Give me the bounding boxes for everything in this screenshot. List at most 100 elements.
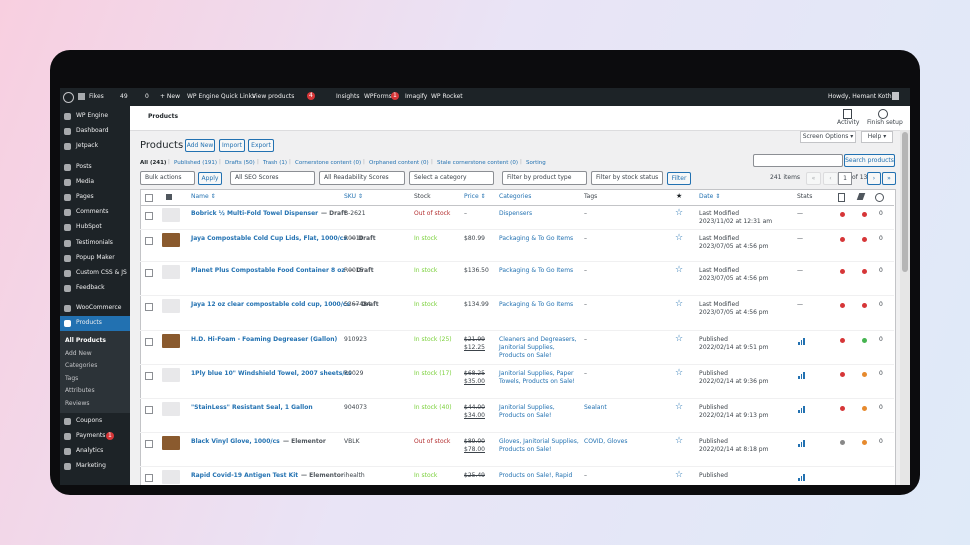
filter-button[interactable]: Filter (667, 172, 691, 185)
product-name[interactable]: Rapid Covid-19 Antigen Test Kit (191, 472, 299, 479)
menu-item[interactable]: WP Engine (76, 112, 109, 119)
featured-star[interactable]: ☆ (675, 208, 684, 218)
product-name[interactable]: Jaya Compostable Cold Cup Lids, Flat, 10… (191, 235, 347, 242)
categories[interactable]: Janitorial Supplies, Products on Sale! (499, 404, 555, 419)
column-header[interactable]: Price ⇕ (464, 193, 486, 200)
updates-count[interactable]: 49 (120, 93, 128, 100)
row-check[interactable] (145, 338, 153, 346)
menu-item[interactable]: WooCommerce (76, 304, 122, 311)
categories[interactable]: Packaging & To Go Items (499, 301, 574, 308)
row-check[interactable] (145, 440, 153, 448)
row-check[interactable] (145, 406, 153, 414)
view-link[interactable]: Sorting (526, 160, 546, 166)
featured-star[interactable]: ☆ (675, 265, 684, 275)
submenu-item[interactable]: Attributes (65, 387, 95, 394)
view-link[interactable]: Orphaned content (0) (369, 160, 429, 166)
menu-item[interactable]: Custom CSS & JS (76, 269, 127, 276)
submenu-item[interactable]: All Products (65, 337, 106, 344)
product-name[interactable]: Black Vinyl Glove, 1000/cs (191, 438, 280, 445)
menu-item[interactable]: Payments (76, 432, 106, 439)
comments-count[interactable]: 0 (145, 93, 149, 100)
view-link[interactable]: Cornerstone content (0) (295, 160, 362, 166)
greeting[interactable]: Howdy, Hemant Kothari (828, 93, 900, 100)
product-name[interactable]: "StainLess" Resistant Seal, 1 Gallon (191, 404, 313, 411)
page-prev[interactable]: ‹ (823, 172, 838, 185)
search-button[interactable]: Search products (844, 154, 895, 167)
menu-item[interactable]: Feedback (76, 284, 105, 291)
page-first[interactable]: « (806, 172, 821, 185)
featured-star[interactable]: ☆ (675, 368, 684, 378)
menu-item[interactable]: Comments (76, 208, 109, 215)
menu-item[interactable]: Marketing (76, 462, 106, 469)
wprocket-link[interactable]: WP Rocket (431, 93, 463, 100)
site-name[interactable]: Fikes (89, 93, 104, 100)
row-check[interactable] (145, 372, 153, 380)
menu-item[interactable]: Media (76, 178, 95, 185)
check-all[interactable] (145, 194, 153, 202)
finish-link[interactable]: Finish setup (867, 119, 903, 126)
featured-star[interactable]: ☆ (675, 402, 684, 412)
menu-item[interactable]: Posts (76, 163, 92, 170)
wpforms-link[interactable]: WPForms (364, 93, 392, 100)
view-link[interactable]: Drafts (50) (225, 160, 255, 166)
filter-select[interactable]: Filter by stock status (591, 171, 663, 185)
categories[interactable]: Products on Sale!, Rapid (499, 472, 573, 479)
menu-item[interactable]: Products (76, 319, 102, 326)
page-button[interactable]: Import (219, 139, 245, 152)
column-header[interactable]: Name ⇕ (191, 193, 216, 200)
menu-item[interactable]: Popup Maker (76, 254, 115, 261)
help-button[interactable]: Help ▾ (861, 131, 893, 143)
column-header[interactable]: Date ⇕ (699, 193, 721, 200)
featured-star[interactable]: ☆ (675, 233, 684, 243)
page-next[interactable]: › (867, 172, 881, 185)
row-check[interactable] (145, 474, 153, 482)
page-input[interactable]: 1 (838, 172, 852, 185)
featured-star[interactable]: ☆ (675, 436, 684, 446)
categories[interactable]: Janitorial Supplies, Paper Towels, Produ… (499, 370, 575, 385)
row-check[interactable] (145, 303, 153, 311)
row-check[interactable] (145, 269, 153, 277)
submenu-item[interactable]: Tags (65, 374, 79, 382)
submenu-item[interactable]: Add New (65, 349, 92, 357)
menu-item[interactable]: Analytics (76, 447, 104, 454)
menu-item[interactable]: Jetpack (76, 142, 99, 149)
submenu-item[interactable]: Categories (65, 362, 98, 369)
apply-button[interactable]: Apply (198, 172, 222, 185)
submenu-item[interactable]: Reviews (65, 399, 90, 407)
categories[interactable]: Dispensers (499, 210, 533, 217)
featured-star[interactable]: ☆ (675, 470, 684, 480)
product-name[interactable]: Jaya 12 oz clear compostable cold cup, 1… (191, 301, 351, 308)
categories[interactable]: Packaging & To Go Items (499, 235, 574, 242)
column-header[interactable]: SKU ⇕ (344, 193, 363, 200)
insights-link[interactable]: Insights (336, 93, 360, 100)
row-check[interactable] (145, 212, 153, 220)
view-link[interactable]: All (241) (140, 160, 167, 166)
categories[interactable]: Cleaners and Degreasers, Janitorial Supp… (499, 336, 577, 359)
page-button[interactable]: Add New (185, 139, 215, 152)
categories[interactable]: Packaging & To Go Items (499, 267, 574, 274)
page-button[interactable]: Export (248, 139, 274, 152)
page-last[interactable]: » (882, 172, 896, 185)
product-name[interactable]: 1Ply blue 10" Windshield Towel, 2007 she… (191, 370, 352, 377)
menu-item[interactable]: Coupons (76, 417, 103, 424)
menu-item[interactable]: Testimonials (76, 239, 113, 246)
view-products[interactable]: View products (252, 93, 295, 100)
view-link[interactable]: Stale cornerstone content (0) (437, 160, 518, 166)
view-link[interactable]: Trash (1) (263, 160, 288, 166)
quick-links[interactable]: WP Engine Quick Links (187, 93, 256, 100)
product-name[interactable]: Planet Plus Compostable Food Container 8… (191, 267, 345, 274)
filter-select[interactable]: All SEO Scores (230, 171, 315, 185)
search-input[interactable] (753, 154, 843, 167)
filter-select[interactable]: All Readability Scores (319, 171, 405, 185)
screen-options[interactable]: Screen Options ▾ (800, 131, 856, 143)
new-link[interactable]: + New (160, 93, 181, 100)
imagify-link[interactable]: Imagify (405, 93, 428, 100)
featured-star[interactable]: ☆ (675, 334, 684, 344)
menu-item[interactable]: Dashboard (76, 127, 109, 134)
product-name[interactable]: H.D. Hi-Foam - Foaming Degreaser (Gallon… (191, 336, 338, 343)
product-name[interactable]: Bobrick ½ Multi-Fold Towel Dispenser (191, 210, 319, 217)
activity-link[interactable]: Activity (837, 119, 860, 126)
filter-select[interactable]: Select a category (409, 171, 494, 185)
filter-select[interactable]: Filter by product type (502, 171, 587, 185)
view-link[interactable]: Published (191) (174, 160, 218, 166)
